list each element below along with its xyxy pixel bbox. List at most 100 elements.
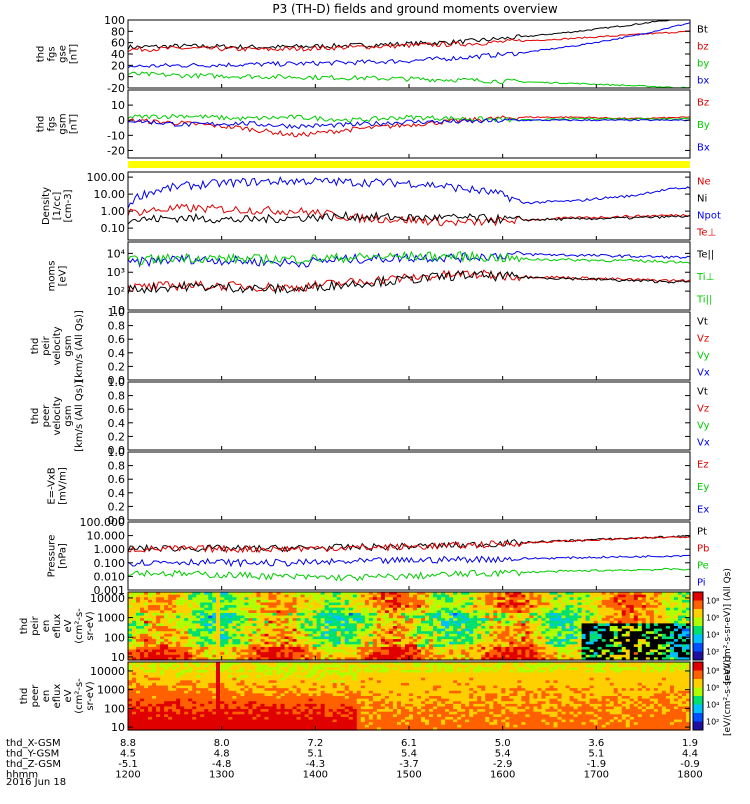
y-tick-label: -20 [107, 144, 125, 157]
x-axis-row-label: thd_Y-GSM [6, 749, 59, 760]
legend-entry: Ti⊥ [696, 272, 714, 283]
y-axis-label: velocity [52, 396, 63, 435]
x-tick-label: -3.7 [399, 759, 419, 770]
legend-entry: Ni [697, 194, 707, 205]
y-tick-label: 0.2 [108, 360, 126, 373]
y-tick-label: 0 [118, 71, 125, 84]
legend-entry: Ey [697, 482, 709, 493]
series-line-red [128, 270, 690, 291]
y-axis-label: gse [58, 45, 69, 63]
y-tick-label: 1.000 [94, 543, 126, 556]
y-axis-label: Pressure [47, 535, 58, 578]
y-tick-label: 10² [107, 285, 125, 298]
x-tick-label: 8.0 [214, 738, 230, 749]
y-axis-label: fgs [47, 116, 58, 131]
x-tick-label: 5.0 [495, 738, 511, 749]
legend-entry: Npot [697, 211, 721, 222]
y-tick-label: 100 [104, 702, 125, 715]
y-axis-label: thd [30, 338, 41, 355]
y-axis-label: [eV] [58, 266, 69, 287]
y-tick-label: 100 [104, 631, 125, 644]
y-axis-label: peer [41, 404, 52, 428]
x-tick-label: 6.1 [401, 738, 417, 749]
x-tick-label: 1300 [209, 770, 234, 781]
x-tick-label: 1500 [396, 770, 421, 781]
series-line-black [128, 536, 690, 552]
legend-entry: Pi [697, 578, 706, 589]
colorbar-tick: 10⁴ [706, 701, 719, 710]
x-tick-label: 7.2 [307, 738, 323, 749]
y-tick-label: 60 [111, 37, 125, 50]
x-tick-label: 4.4 [682, 749, 698, 760]
data-quality-bar [128, 161, 690, 168]
y-tick-label: 100.00 [87, 171, 126, 184]
y-tick-label: 1.0 [108, 446, 126, 459]
panel-frame [128, 242, 690, 310]
colorbar-tick: 10⁶ [706, 684, 719, 693]
y-axis-label: E=-VxB [47, 467, 58, 504]
y-axis-label: [1/cc] [52, 192, 63, 221]
y-tick-label: 0.100 [94, 557, 126, 570]
y-axis-label: [km/s (All Qs)] [74, 310, 85, 382]
spectrogram-peer-eflux [128, 662, 691, 731]
date-label: 2016 Jun 18 [6, 777, 66, 788]
y-tick-label: 100.000 [80, 516, 126, 529]
legend-entry: by [697, 59, 709, 70]
x-tick-label: -4.8 [212, 759, 232, 770]
legend-entry: By [697, 120, 710, 131]
y-axis-label: en [41, 690, 52, 703]
legend-entry: Bx [697, 143, 710, 154]
y-tick-label: 0.2 [108, 430, 126, 443]
colorbar-tick: 10⁸ [706, 667, 719, 676]
y-tick-label: 10 [111, 651, 125, 664]
legend-entry: Vy [697, 421, 710, 432]
y-axis-label: [nT] [69, 44, 80, 64]
y-tick-label: 10 [111, 721, 125, 734]
y-tick-label: 1000 [97, 684, 125, 697]
y-axis-label: Density [41, 187, 52, 225]
burst-stripe [216, 662, 220, 730]
y-axis-label: sr-eV) [85, 611, 96, 640]
legend-entry: Vt [697, 317, 708, 328]
panel-peer-eflux: 10²10⁴10⁶10⁸[eV/(cm²-s-sr-eV)]1010010001… [19, 656, 733, 736]
y-axis-label: thd [19, 618, 30, 635]
legend-entry: Vx [697, 438, 710, 449]
y-axis-label: thd [36, 116, 47, 133]
y-axis-label: eflux [52, 684, 63, 709]
x-axis-row-label: thd_X-GSM [6, 738, 61, 749]
series-line-green [128, 114, 690, 122]
colorbar-tick: 10⁴ [706, 631, 719, 640]
y-tick-label: 0.8 [108, 390, 126, 403]
y-axis-label: [nPa] [58, 543, 69, 569]
x-axis-row-label: thd_Z-GSM [6, 759, 61, 770]
panel-frame [128, 452, 690, 520]
y-axis-label: gsm [63, 405, 74, 426]
y-tick-label: 0.6 [108, 473, 126, 486]
y-tick-label: 10 [111, 99, 125, 112]
x-tick-label: 5.1 [588, 749, 604, 760]
x-tick-label: -1.9 [587, 759, 607, 770]
y-tick-label: 100 [104, 14, 125, 27]
x-tick-label: 1.9 [682, 738, 698, 749]
x-tick-label: 8.8 [120, 738, 136, 749]
y-axis-label: eV [63, 619, 74, 632]
y-axis-label: eflux [52, 614, 63, 639]
y-tick-label: 80 [111, 25, 125, 38]
panel-pressure: 0.0010.0100.1001.00010.000100.000Pressur… [47, 516, 710, 597]
x-tick-label: 1700 [584, 770, 609, 781]
panel-frame [128, 312, 690, 380]
y-tick-label: -10 [107, 129, 125, 142]
y-axis-label: sr-eV) [85, 681, 96, 710]
y-axis-label: thd [19, 688, 30, 705]
legend-entry: Bt [697, 25, 708, 36]
x-tick-label: 5.4 [495, 749, 511, 760]
y-tick-label: 20 [111, 59, 125, 72]
legend-entry: Vt [697, 387, 708, 398]
y-axis-label: velocity [52, 326, 63, 365]
y-tick-label: 0.010 [94, 570, 126, 583]
series-line-blue [128, 119, 690, 129]
spectrogram-peir-eflux [128, 592, 691, 661]
series-line-black [128, 20, 690, 50]
